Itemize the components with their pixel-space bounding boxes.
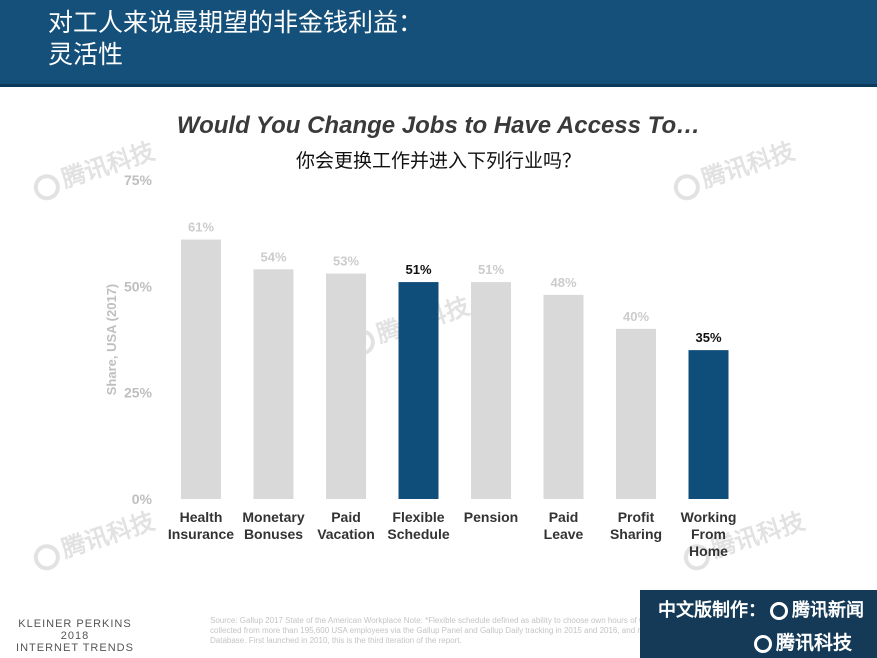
- x-category-label: Paid: [331, 509, 361, 525]
- bar: [398, 282, 439, 499]
- chart-subtitle: 你会更换工作并进入下列行业吗？: [295, 151, 581, 172]
- x-category-label: Insurance: [168, 526, 234, 542]
- x-category-label: Sharing: [610, 526, 662, 542]
- bar-value-label: 48%: [550, 275, 576, 290]
- badge-brand: 腾讯新闻: [792, 600, 864, 620]
- bar: [471, 282, 511, 499]
- x-category-label: Paid: [549, 509, 579, 525]
- bar-value-label: 35%: [695, 330, 721, 345]
- y-tick-label: 75%: [124, 172, 153, 188]
- header-bar: 对工人来说最期望的非金钱利益： 灵活性: [0, 0, 877, 87]
- bar: [543, 294, 584, 499]
- badge-label: 中文版制作：: [658, 600, 766, 620]
- x-category-label: Working: [681, 509, 737, 525]
- bar: [326, 273, 366, 499]
- bar: [253, 269, 294, 499]
- y-tick-label: 25%: [124, 385, 153, 401]
- badge-line2: 腾讯科技: [750, 628, 852, 655]
- header-title-line1: 对工人来说最期望的非金钱利益：: [48, 9, 424, 37]
- bar-value-label: 51%: [478, 262, 504, 277]
- header-title-line2: 灵活性: [48, 41, 124, 69]
- x-category-label: Profit: [618, 509, 655, 525]
- kp-brand: KLEINER PERKINS 2018 INTERNET TRENDS: [10, 618, 140, 654]
- y-axis-title: Share, USA (2017): [104, 284, 119, 396]
- x-category-label: Home: [689, 543, 728, 559]
- x-category-label: Schedule: [387, 526, 449, 542]
- kp-brand-line: INTERNET TRENDS: [16, 642, 134, 654]
- x-category-label: Monetary: [242, 509, 304, 525]
- bar: [616, 328, 656, 499]
- kp-brand-line: 2018: [60, 630, 90, 642]
- bar-value-label: 54%: [260, 249, 286, 264]
- bar-value-label: 53%: [333, 254, 359, 269]
- badge-brand-tech: 腾讯科技: [776, 633, 853, 654]
- y-tick-label: 50%: [124, 278, 153, 294]
- bar: [688, 350, 729, 499]
- tencent-logo-icon: [770, 602, 788, 621]
- badge-line1: 中文版制作： 腾讯新闻: [658, 596, 864, 622]
- x-category-label: Leave: [544, 526, 584, 542]
- y-tick-label: 0%: [132, 491, 153, 507]
- tencent-logo-icon: [754, 634, 772, 653]
- source-note: Source: Gallup 2017 State of the America…: [210, 616, 867, 645]
- bar-value-label: 51%: [405, 262, 431, 277]
- x-category-label: Flexible: [392, 509, 444, 525]
- x-category-label: Bonuses: [244, 526, 303, 542]
- bar-chart: 0% 25% 50% 75% Share, USA (2017) 61% HealthIns…: [104, 172, 737, 559]
- x-category-label: Health: [180, 509, 223, 525]
- bar-value-label: 61%: [188, 220, 214, 235]
- x-category-label: From: [691, 526, 726, 542]
- bar: [181, 239, 221, 499]
- bar-value-label: 40%: [623, 309, 649, 324]
- kp-brand-line: KLEINER PERKINS: [18, 618, 132, 630]
- x-category-label: Pension: [464, 509, 518, 525]
- publisher-badge: 中文版制作： 腾讯新闻 腾讯科技: [640, 590, 877, 658]
- x-category-label: Vacation: [317, 526, 375, 542]
- chart-title: Would You Change Jobs to Have Access To…: [176, 112, 701, 139]
